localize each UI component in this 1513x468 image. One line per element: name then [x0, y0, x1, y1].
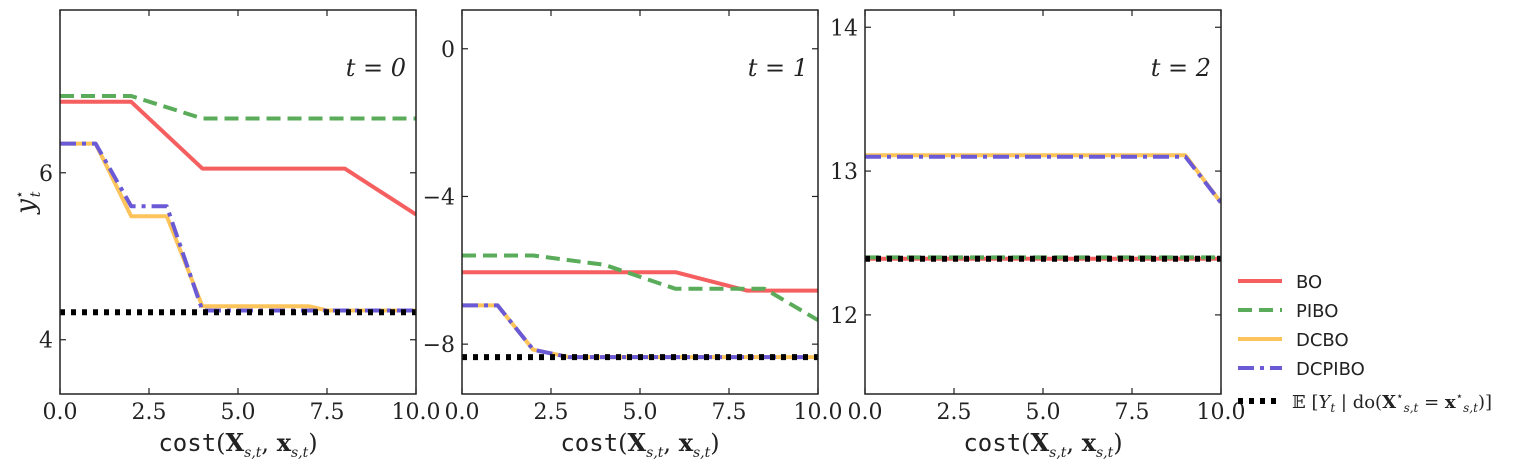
x-tick-label: 7.5: [712, 400, 747, 425]
y-tick-label: 13: [830, 160, 858, 185]
y-tick-label: 0: [441, 38, 455, 63]
legend-label-dcbo: DCBO: [1296, 330, 1349, 351]
legend-label-bo: BO: [1296, 272, 1322, 293]
legend-label-dcpibo: DCPIBO: [1296, 359, 1365, 380]
x-axis-label: cost(Xs,t, xs,t): [963, 428, 1122, 461]
x-tick-label: 7.5: [1115, 400, 1150, 425]
x-tick-label: 0.0: [43, 400, 78, 425]
x-tick-label: 7.5: [310, 400, 345, 425]
x-tick-label: 5.0: [1026, 400, 1061, 425]
series-group: [462, 253, 818, 361]
y-axis-label: y⋆t: [11, 190, 44, 214]
legend-item-dcpibo: DCPIBO: [1238, 359, 1365, 380]
x-tick-label: 10.0: [1197, 400, 1246, 425]
y-tick-label: 14: [830, 16, 858, 41]
legend-item-dcbo: DCBO: [1238, 330, 1349, 351]
series-line-bo: [462, 270, 818, 293]
x-tick-label: 10.0: [794, 400, 843, 425]
y-tick-label: 4: [39, 329, 53, 354]
y-tick-label: 12: [830, 304, 858, 329]
panel-t0: 0.0 2.5 5.0 7.5 10.0 4 6 cost(Xs,t, xs,t) t = 0 y…: [11, 9, 441, 461]
series-line-dcpibo: [865, 154, 1221, 204]
x-tick-label: 0.0: [445, 400, 480, 425]
series-line-dcbo: [462, 303, 818, 360]
series-line-bo: [60, 99, 416, 217]
series-group: [865, 153, 1221, 262]
series-group: [60, 94, 416, 316]
x-axis-label: cost(Xs,t, xs,t): [158, 428, 317, 461]
x-tick-label: 10.0: [392, 400, 441, 425]
x-tick-label: 2.5: [937, 400, 972, 425]
x-tick-label: 2.5: [132, 400, 167, 425]
x-axis-label: cost(Xs,t, xs,t): [560, 428, 719, 461]
panel-t2: 0.0 2.5 5.0 7.5 10.0 12 13 14 cost(Xs,t, xs,t) t …: [830, 9, 1246, 461]
legend-label-pibo: PIBO: [1296, 301, 1338, 322]
legend-item-bo: BO: [1238, 272, 1322, 293]
series-line-dcpibo: [462, 303, 818, 360]
panel-label: t = 1: [748, 54, 808, 82]
legend-label-expectation: 𝔼 [Yt | do(X⋆s,t = x⋆s,t)]: [1292, 389, 1492, 415]
panel-label: t = 2: [1151, 54, 1211, 82]
y-tick-label: 6: [39, 162, 53, 187]
x-tick-label: 5.0: [221, 400, 256, 425]
legend-item-expectation: 𝔼 [Yt | do(X⋆s,t = x⋆s,t)]: [1238, 389, 1492, 415]
series-line-dcbo: [865, 153, 1221, 204]
y-tick-label: −8: [423, 333, 455, 358]
x-tick-label: 5.0: [623, 400, 658, 425]
legend: BO PIBO DCBO DCPIBO 𝔼 [Yt | do(X⋆s,t = x…: [1238, 272, 1492, 415]
series-line-pibo: [462, 253, 818, 322]
panel-label: t = 0: [346, 54, 406, 82]
x-tick-label: 0.0: [848, 400, 883, 425]
x-tick-label: 2.5: [534, 400, 569, 425]
panel-t1: 0.0 2.5 5.0 7.5 10.0 −8 −4 0 cost(Xs,t, xs,t) t =…: [423, 9, 843, 461]
y-tick-label: −4: [423, 185, 455, 210]
legend-item-pibo: PIBO: [1238, 301, 1338, 322]
series-line-pibo: [60, 94, 416, 121]
